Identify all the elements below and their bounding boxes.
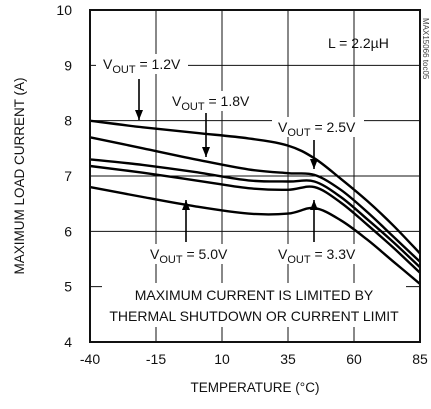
series-label-subscript: OUT — [287, 127, 311, 139]
series-label-bg — [144, 244, 236, 264]
plot-border — [89, 9, 421, 343]
series-label-4: VOUT = 3.3V — [278, 246, 356, 266]
x-tick-label: 85 — [412, 351, 428, 367]
tick-labels: 4 5 6 7 8 9 10 -40 -15 10 35 60 85 — [56, 2, 428, 367]
series-label-bg — [272, 244, 364, 264]
series-label-value: = 3.3V — [311, 246, 356, 262]
series-label-3: VOUT = 2.5V — [278, 119, 356, 139]
series-line-3 — [89, 158, 421, 269]
series-line-2 — [89, 136, 421, 263]
note-background — [102, 283, 406, 327]
y-axis-title: MAXIMUM LOAD CURRENT (A) — [12, 77, 27, 274]
y-tick-label: 7 — [64, 168, 72, 184]
series-label-value: = 5.0V — [183, 246, 228, 262]
series-line-1 — [89, 119, 421, 255]
series-label-bg — [96, 54, 188, 74]
series-label-bg — [166, 91, 258, 111]
x-tick-label: -15 — [146, 351, 166, 367]
series-label-value: = 1.2V — [136, 56, 181, 72]
note-line-2: THERMAL SHUTDOWN OR CURRENT LIMIT — [109, 308, 399, 324]
series-label-v: V — [103, 56, 113, 72]
series-arrowhead-2 — [202, 147, 210, 157]
series-label-v: V — [278, 246, 288, 262]
x-axis-title: TEMPERATURE (°C) — [191, 380, 320, 395]
series-label-subscript: OUT — [112, 64, 136, 76]
y-tick-label: 5 — [64, 279, 72, 295]
series-label-5: VOUT = 5.0V — [150, 246, 228, 266]
series-label-2: VOUT = 1.8V — [172, 93, 250, 113]
x-tick-label: -40 — [80, 351, 100, 367]
series-label-bg — [272, 117, 364, 137]
series-label-value: = 1.8V — [205, 93, 250, 109]
series-arrowhead-1 — [135, 110, 143, 120]
series-label-v: V — [172, 93, 182, 109]
inductor-label: L = 2.2µH — [328, 35, 389, 51]
series-label-subscript: OUT — [159, 254, 183, 266]
x-tick-label: 60 — [346, 351, 362, 367]
y-tick-label: 4 — [64, 334, 72, 350]
series-label-value: = 2.5V — [311, 119, 356, 135]
watermark-text: MAX15066 toc05 — [421, 18, 430, 80]
note-line-1: MAXIMUM CURRENT IS LIMITED BY — [135, 287, 374, 303]
series-arrowhead-4 — [310, 200, 318, 210]
series-label-subscript: OUT — [287, 254, 311, 266]
x-tick-label: 10 — [214, 351, 230, 367]
series-arrowhead-5 — [182, 200, 190, 210]
series-label-v: V — [150, 246, 160, 262]
series-label-1: VOUT = 1.2V — [103, 56, 181, 76]
y-tick-label: 6 — [64, 223, 72, 239]
y-tick-label: 8 — [64, 113, 72, 129]
series-arrowhead-3 — [310, 159, 318, 169]
series-lines — [89, 119, 421, 285]
series-label-v: V — [278, 119, 288, 135]
y-tick-label: 10 — [56, 2, 72, 18]
series-label-subscript: OUT — [181, 101, 205, 113]
plot-frame — [89, 9, 421, 343]
x-tick-label: 35 — [280, 351, 296, 367]
y-tick-label: 9 — [64, 57, 72, 73]
series-line-4 — [89, 164, 421, 274]
series-line-5 — [89, 185, 421, 285]
